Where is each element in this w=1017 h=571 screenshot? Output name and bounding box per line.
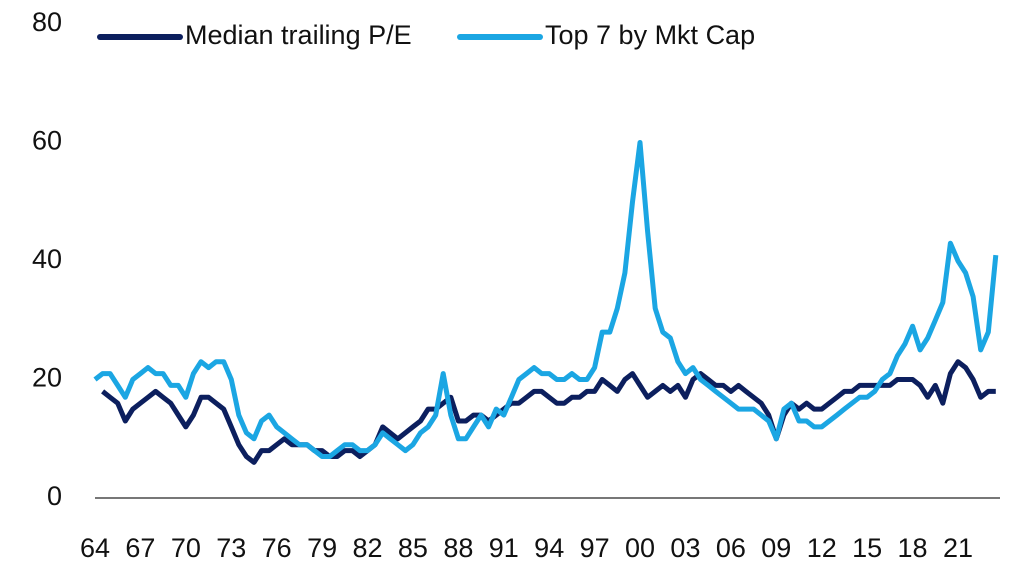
x-tick-label: 70	[171, 533, 201, 563]
x-tick-label: 73	[216, 533, 246, 563]
x-tick-label: 67	[125, 533, 155, 563]
x-tick-label: 85	[398, 533, 428, 563]
x-tick-label: 94	[534, 533, 564, 563]
x-tick-label: 97	[580, 533, 610, 563]
y-tick-label: 0	[47, 481, 62, 511]
x-tick-label: 00	[625, 533, 655, 563]
y-tick-label: 60	[32, 126, 62, 156]
x-tick-label: 79	[307, 533, 337, 563]
x-tick-label: 88	[443, 533, 473, 563]
legend-label: Top 7 by Mkt Cap	[545, 20, 755, 50]
x-tick-label: 03	[670, 533, 700, 563]
x-tick-label: 21	[943, 533, 973, 563]
y-tick-label: 40	[32, 244, 62, 274]
legend-label: Median trailing P/E	[185, 20, 412, 50]
x-tick-label: 09	[761, 533, 791, 563]
series-line	[101, 359, 996, 465]
x-tick-label: 06	[716, 533, 746, 563]
x-tick-label: 91	[489, 533, 519, 563]
x-tick-label: 82	[352, 533, 382, 563]
x-tick-label: 15	[852, 533, 882, 563]
series-line	[93, 140, 999, 459]
y-tick-label: 20	[32, 363, 62, 393]
x-tick-label: 76	[262, 533, 292, 563]
y-tick-label: 80	[32, 7, 62, 37]
x-tick-label: 18	[898, 533, 928, 563]
x-tick-label: 64	[80, 533, 110, 563]
x-tick-label: 12	[807, 533, 837, 563]
